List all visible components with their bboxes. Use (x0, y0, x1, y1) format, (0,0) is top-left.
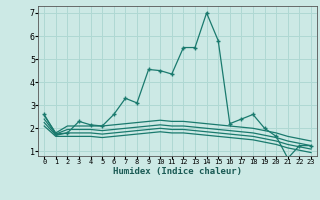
X-axis label: Humidex (Indice chaleur): Humidex (Indice chaleur) (113, 167, 242, 176)
